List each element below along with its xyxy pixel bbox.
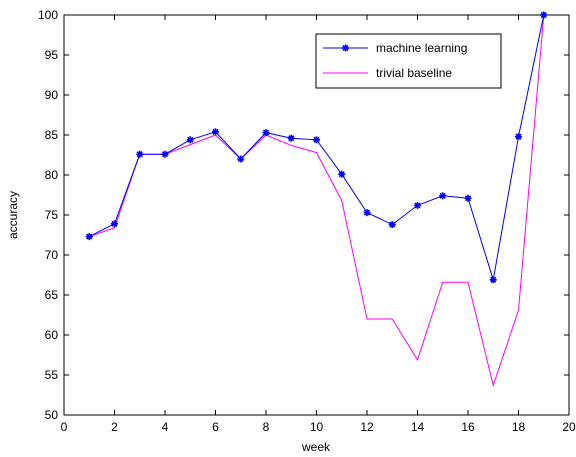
data-point-machine-learning — [85, 233, 93, 241]
y-tick-label: 95 — [45, 48, 59, 62]
y-tick-label: 75 — [45, 208, 59, 222]
data-point-machine-learning — [515, 133, 522, 141]
y-tick-label: 55 — [45, 368, 59, 382]
data-point-machine-learning — [540, 11, 548, 19]
legend-marker-machine-learning — [342, 44, 349, 52]
x-tick-label: 16 — [461, 420, 475, 434]
series-layer — [85, 11, 548, 388]
data-point-machine-learning — [388, 221, 396, 229]
legend-star-marker — [342, 44, 349, 52]
data-point-machine-learning — [237, 155, 245, 163]
y-tick-label: 85 — [45, 128, 59, 142]
x-tick-label: 0 — [61, 420, 68, 434]
legend-label-trivial-baseline: trivial baseline — [376, 66, 452, 80]
y-tick-label: 60 — [45, 328, 59, 342]
y-tick-label: 70 — [45, 248, 59, 262]
y-tick-label: 65 — [45, 288, 59, 302]
data-point-machine-learning — [464, 194, 472, 202]
data-point-machine-learning — [212, 128, 219, 136]
legend-box — [315, 33, 502, 89]
x-tick-label: 12 — [360, 420, 374, 434]
x-tick-label: 20 — [562, 420, 576, 434]
data-point-machine-learning — [136, 150, 144, 158]
data-point-machine-learning — [111, 220, 118, 228]
data-point-machine-learning — [287, 134, 295, 142]
x-tick-label: 2 — [111, 420, 118, 434]
legend-label-machine-learning: machine learning — [376, 41, 467, 55]
x-tick-label: 10 — [310, 420, 324, 434]
y-axis-title: accuracy — [6, 191, 20, 239]
x-tick-label: 8 — [263, 420, 270, 434]
legend: machine learning trivial baseline — [315, 33, 502, 89]
data-point-machine-learning — [338, 170, 346, 178]
data-point-machine-learning — [186, 136, 194, 144]
data-point-machine-learning — [363, 209, 371, 217]
y-tick-label: 100 — [38, 8, 58, 22]
x-axis: 0 2 4 6 8 10 12 14 16 18 20 — [61, 15, 576, 434]
x-tick-label: 4 — [162, 420, 169, 434]
data-point-machine-learning — [262, 129, 270, 137]
x-tick-label: 18 — [512, 420, 526, 434]
data-point-machine-learning — [414, 201, 421, 209]
y-tick-label: 90 — [45, 88, 59, 102]
y-tick-label: 80 — [45, 168, 59, 182]
x-axis-title: week — [301, 440, 331, 454]
data-point-machine-learning — [489, 276, 497, 284]
x-tick-label: 6 — [212, 420, 219, 434]
data-point-machine-learning — [439, 192, 447, 200]
data-point-machine-learning — [161, 150, 169, 158]
y-axis: 50 55 60 65 70 75 80 85 90 95 100 — [38, 8, 569, 422]
x-tick-label: 14 — [411, 420, 425, 434]
y-tick-label: 50 — [45, 408, 59, 422]
data-point-machine-learning — [313, 136, 320, 144]
